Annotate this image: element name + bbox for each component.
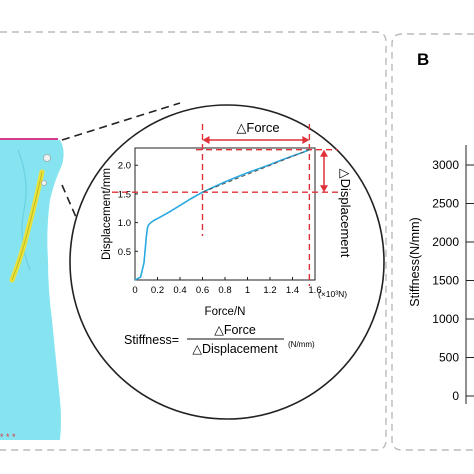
panel-b-tick-label: 3000 xyxy=(432,158,459,172)
delta-displacement-label: △Displacement xyxy=(338,169,353,258)
inset-x-tick-label: 0.2 xyxy=(151,285,164,296)
inset-x-tick-label: 1.2 xyxy=(263,285,276,296)
zoom-connector-top xyxy=(61,102,181,141)
inset-x-label: Force/N xyxy=(205,306,246,318)
inset-x-ticks: 0 0.2 0.4 0.6 0.8 1 1.2 1.4 1.6 xyxy=(132,277,322,296)
inset-x-tick-label: 1 xyxy=(245,285,250,296)
inset-x-tick-label: 0.6 xyxy=(196,285,209,296)
inset-y-label: Displacement/mm xyxy=(101,168,113,260)
delta-displacement-arrowhead-top xyxy=(320,149,328,157)
delta-force-label: △Force xyxy=(236,120,279,135)
inset-x-tick-label: 0.8 xyxy=(218,285,231,296)
formula-unit: (N/mm) xyxy=(288,340,315,349)
inset-y-tick-label: 0.5 xyxy=(118,247,131,258)
panel-b-tick-label: 500 xyxy=(439,351,459,365)
panel-b-label: B xyxy=(417,50,429,69)
zoom-connector-bottom xyxy=(61,184,87,241)
bone-shading xyxy=(17,149,31,271)
delta-force-arrowhead-right xyxy=(302,136,310,144)
delta-force-arrowhead-left xyxy=(202,136,210,144)
stiffness-formula: Stiffness= △Force △Displacement (N/mm) xyxy=(124,323,315,356)
panel-a-dashed-frame xyxy=(0,31,387,451)
panel-b-tick-label: 2000 xyxy=(432,235,459,249)
linear-fit-line xyxy=(202,149,310,193)
inset-y-tick-label: 1.5 xyxy=(118,189,131,200)
panel-b-dashed-frame xyxy=(391,33,474,451)
panel-b-y-label: Stiffness(N/mm) xyxy=(408,217,422,306)
inset-x-unit: (×10³N) xyxy=(318,289,347,299)
inset-y-ticks: 0.5 1.0 1.5 2.0 xyxy=(118,161,138,258)
formula-lhs: Stiffness= xyxy=(124,333,179,347)
inset-y-tick-label: 2.0 xyxy=(118,161,131,172)
bone-shape xyxy=(0,138,64,440)
screw-head xyxy=(43,154,51,162)
panel-b: B Stiffness(N/mm) 3000 2500 2000 1500 1000 50… xyxy=(408,50,474,404)
bone-model: * * * xyxy=(0,138,64,442)
magnifier-circle xyxy=(69,104,385,420)
inset-x-tick-label: 0.4 xyxy=(173,285,186,296)
bone-plate-outline xyxy=(11,171,43,281)
screw-head xyxy=(41,180,47,186)
panel-b-tick-label: 0 xyxy=(452,389,459,403)
formula-denominator: △Displacement xyxy=(192,342,278,356)
inset-x-tick-label: 0 xyxy=(132,285,137,296)
inset-x-tick-label: 1.4 xyxy=(286,285,299,296)
panel-b-tick-label: 2500 xyxy=(432,197,459,211)
panel-b-y-ticks: 3000 2500 2000 1500 1000 500 0 xyxy=(432,145,474,404)
inset-y-tick-label: 1.0 xyxy=(118,218,131,229)
inset-x-tick-label: 1.6 xyxy=(308,285,321,296)
inset-plot: 0 0.2 0.4 0.6 0.8 1 1.2 1.4 1.6 0.5 1.0 1.5 2.0 For… xyxy=(101,120,353,318)
inset-annotation-guides xyxy=(112,124,338,286)
delta-displacement-arrowhead-bottom xyxy=(320,185,328,193)
panel-b-tick-label: 1000 xyxy=(432,312,459,326)
displacement-curve xyxy=(134,148,310,281)
fixation-marker: * * * xyxy=(0,432,16,442)
formula-numerator: △Force xyxy=(214,323,256,337)
panel-b-tick-label: 1500 xyxy=(432,274,459,288)
